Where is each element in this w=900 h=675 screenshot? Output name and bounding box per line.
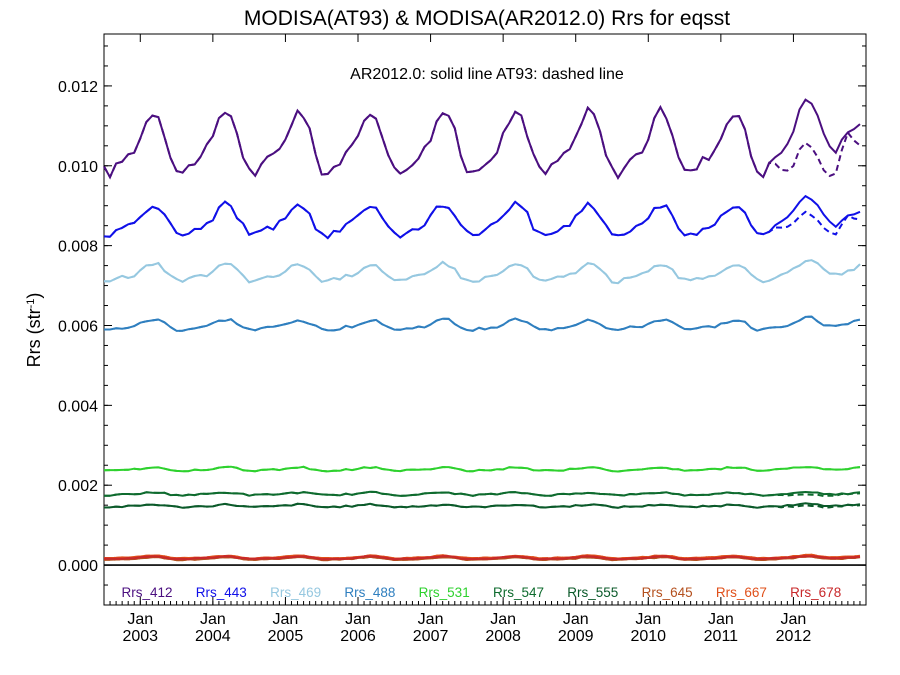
y-tick-label: 0.000 (58, 558, 98, 575)
y-tick-label: 0.012 (58, 79, 98, 96)
series-line-ar2012-rrs_443 (103, 194, 861, 240)
x-tick-year: 2011 (704, 628, 739, 645)
x-tick-year: 2009 (558, 628, 594, 645)
y-axis-ticks: 0.000 0.002 0.004 0.006 0.008 0.010 0.012 (58, 45, 866, 606)
series-line-ar2012-rrs_488 (104, 315, 861, 332)
x-tick-month: Jan (127, 611, 153, 628)
y-axis-label-close: ) (24, 293, 44, 299)
legend-entry-rrs_531: Rrs_531 (419, 585, 470, 600)
x-tick-year: 2007 (413, 628, 449, 645)
x-tick-month: Jan (273, 611, 299, 628)
x-tick-month: Jan (418, 611, 444, 628)
x-tick-month: Jan (345, 611, 371, 628)
x-axis-ticks: Jan2003Jan2004Jan2005Jan2006Jan2007Jan20… (103, 34, 867, 645)
x-tick-month: Jan (200, 611, 226, 628)
svg-text:Rrs (str-1): Rrs (str-1) (24, 293, 44, 368)
x-tick-year: 2006 (340, 628, 376, 645)
series-line-ar2012-rrs_555 (103, 502, 861, 509)
x-tick-year: 2012 (776, 628, 812, 645)
series-line-ar2012-rrs_547 (103, 490, 861, 497)
y-tick-label: 0.010 (58, 159, 98, 176)
x-tick-month: Jan (635, 611, 661, 628)
y-axis-label-sup: -1 (25, 299, 37, 309)
legend-entry-rrs_412: Rrs_412 (121, 585, 172, 600)
chart-title: MODISA(AT93) & MODISA(AR2012.0) Rrs for … (244, 7, 730, 30)
legend: Rrs_412 Rrs_443 Rrs_469 Rrs_488 Rrs_531 Rrs_5… (121, 585, 841, 600)
legend-entry-rrs_547: Rrs_547 (493, 585, 544, 600)
y-tick-label: 0.008 (58, 239, 98, 256)
series-line-ar2012-rrs_469 (103, 259, 861, 285)
legend-entry-rrs_555: Rrs_555 (567, 585, 618, 600)
series-line-ar2012-rrs_678 (103, 555, 861, 561)
y-tick-label: 0.006 (58, 318, 98, 335)
legend-entry-rrs_667: Rrs_667 (716, 585, 767, 600)
x-tick-year: 2010 (630, 628, 666, 645)
y-axis-label-text: Rrs (str (24, 308, 44, 367)
x-tick-year: 2008 (485, 628, 521, 645)
legend-entry-rrs_443: Rrs_443 (196, 585, 247, 600)
line-style-note: AR2012.0: solid line AT93: dashed line (350, 66, 624, 83)
x-tick-year: 2004 (195, 628, 231, 645)
x-tick-month: Jan (781, 611, 807, 628)
legend-entry-rrs_488: Rrs_488 (344, 585, 395, 600)
series-line-ar2012-rrs_412 (103, 98, 861, 180)
x-tick-year: 2003 (122, 628, 158, 645)
x-tick-month: Jan (708, 611, 734, 628)
legend-entry-rrs_469: Rrs_469 (270, 585, 321, 600)
y-tick-label: 0.004 (58, 398, 98, 415)
plot-area (103, 33, 867, 606)
legend-entry-rrs_645: Rrs_645 (642, 585, 693, 600)
x-tick-month: Jan (490, 611, 516, 628)
x-tick-month: Jan (563, 611, 589, 628)
series-line-ar2012-rrs_531 (103, 465, 861, 473)
y-axis-label: Rrs (str-1) (24, 293, 44, 368)
y-tick-label: 0.002 (58, 478, 98, 495)
x-tick-year: 2005 (268, 628, 304, 645)
legend-entry-rrs_678: Rrs_678 (790, 585, 841, 600)
